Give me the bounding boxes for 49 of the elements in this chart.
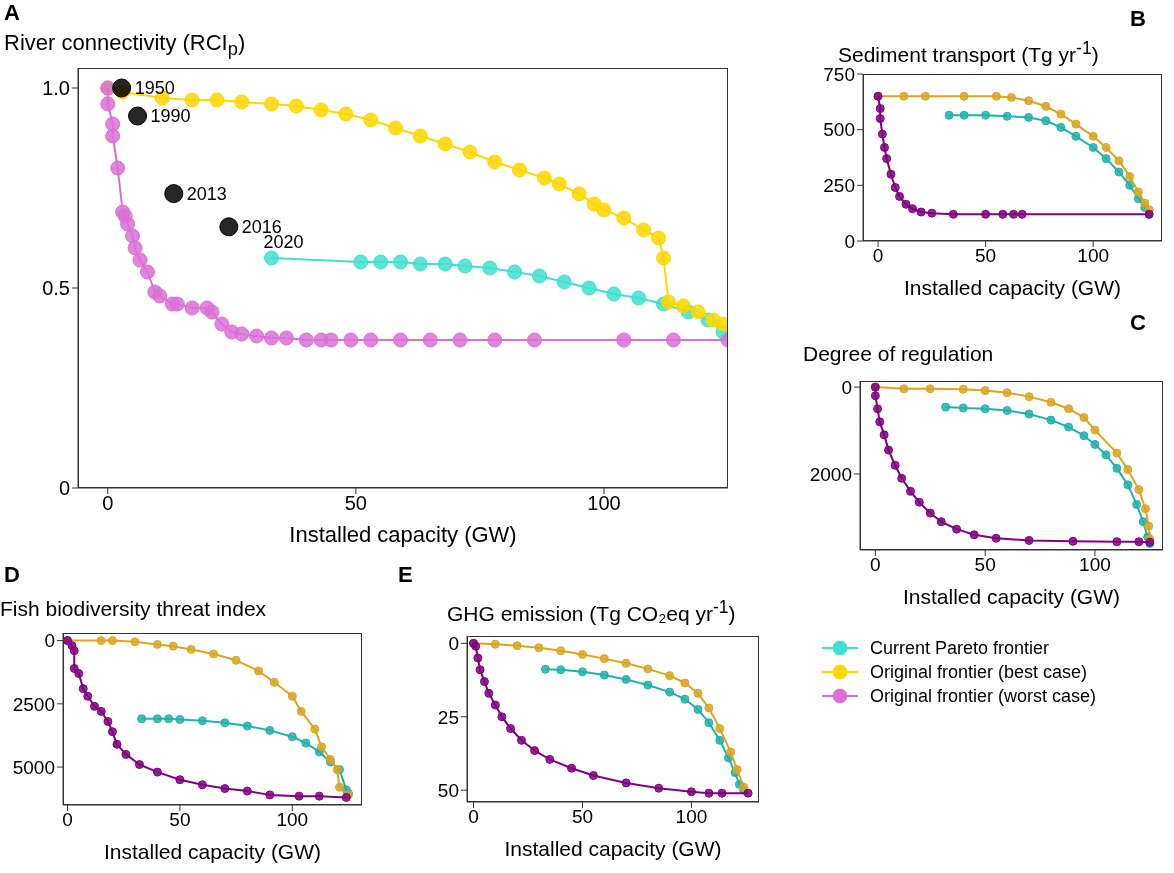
x-tick-label: 0	[872, 245, 884, 267]
y-tick-label: 0	[841, 376, 852, 398]
annotation: 1990	[150, 106, 191, 126]
x-tick-label: 100	[675, 806, 708, 828]
chart-title: D	[4, 562, 20, 588]
x-tick-label: 50	[975, 245, 997, 267]
annotation: 2020	[263, 232, 304, 252]
annotation: 1950	[134, 78, 175, 98]
y-tick-label: 1.0	[42, 77, 70, 100]
annotation: 2013	[186, 183, 227, 204]
y-axis-title: Degree of regulation	[803, 342, 994, 366]
y-tick-label: 0.5	[42, 277, 70, 300]
x-tick-label: 0	[870, 554, 881, 576]
legend-label: Original frontier (worst case)	[870, 685, 1097, 707]
x-axis-title: Installed capacity (GW)	[103, 840, 322, 863]
y-tick-label: 25	[437, 706, 459, 728]
y-axis-title: River connectivity (RCI$_{p}$)	[4, 30, 246, 61]
x-tick-label: 100	[1077, 245, 1110, 267]
x-tick-label: 0	[102, 492, 114, 515]
y-tick-label: 250	[823, 175, 855, 197]
y-tick-label: 0	[58, 477, 70, 500]
chart-title: B	[1130, 6, 1146, 32]
x-tick-label: 100	[1079, 554, 1111, 576]
x-tick-label: 100	[587, 492, 621, 515]
x-axis-title: Installed capacity (GW)	[289, 522, 517, 547]
y-axis-title: GHG emission (Tg CO₂eq yr$^{-1}$)	[447, 597, 736, 626]
chart-title: A	[4, 0, 20, 26]
chart-title: C	[1130, 310, 1146, 336]
x-tick-label: 50	[974, 554, 996, 576]
y-tick-label: 50	[437, 779, 459, 801]
y-tick-label: 0	[44, 630, 55, 652]
y-tick-label: 500	[823, 119, 855, 141]
y-tick-label: 0	[844, 230, 855, 252]
x-tick-label: 50	[169, 809, 191, 831]
y-tick-label: 5000	[12, 756, 55, 778]
legend-label: Current Pareto frontier	[870, 637, 1050, 659]
y-tick-label: 0	[448, 633, 459, 655]
x-tick-label: 50	[571, 806, 594, 828]
x-axis-title: Installed capacity (GW)	[504, 837, 722, 860]
x-tick-label: 100	[276, 809, 309, 831]
y-tick-label: 2000	[809, 463, 852, 485]
x-axis-title: Installed capacity (GW)	[903, 276, 1122, 299]
x-tick-label: 50	[344, 492, 367, 515]
x-tick-label: 0	[468, 806, 479, 828]
x-axis-title: Installed capacity (GW)	[902, 585, 1121, 608]
y-tick-label: 2500	[12, 693, 55, 715]
chart-title: E	[398, 562, 413, 588]
y-axis-title: Fish biodiversity threat index	[0, 597, 267, 621]
legend-label: Original frontier (best case)	[870, 661, 1088, 683]
